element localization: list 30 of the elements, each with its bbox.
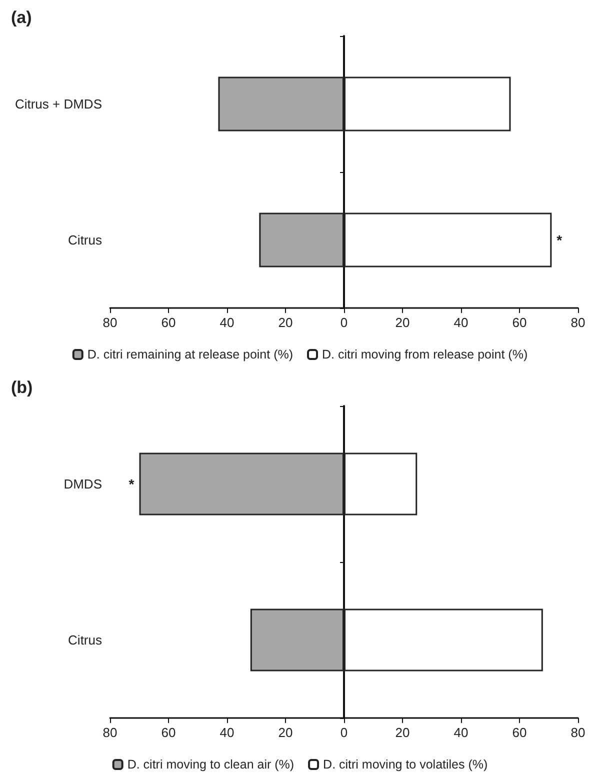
x-tick-label: 40 <box>220 315 234 330</box>
x-tick-label: 60 <box>512 315 527 330</box>
legend-label: D. citri remaining at release point (%) <box>87 348 294 362</box>
y-tick-label: DMDS <box>64 476 102 492</box>
annotation: * <box>128 476 135 492</box>
x-tick-label: 60 <box>512 725 527 740</box>
x-tick-label: 0 <box>340 315 348 330</box>
x-tick-label: 20 <box>278 315 293 330</box>
x-tick-label: 80 <box>570 315 586 330</box>
x-tick-label: 40 <box>454 315 468 330</box>
x-tick-label: 40 <box>454 725 468 740</box>
x-tick-label: 40 <box>220 725 234 740</box>
annotation: * <box>556 232 563 248</box>
y-tick-label: Citrus <box>68 232 102 248</box>
legend-label: D. citri moving from release point (%) <box>322 348 528 362</box>
y-tick-label: Citrus <box>68 632 102 648</box>
x-tick-label: 80 <box>102 315 118 330</box>
chart-title: (b) <box>11 378 33 397</box>
x-tick-label: 0 <box>340 725 348 740</box>
legend-label: D. citri moving to volatiles (%) <box>323 758 488 772</box>
x-tick-label: 80 <box>102 725 118 740</box>
x-tick-label: 60 <box>161 725 176 740</box>
x-tick-label: 60 <box>161 315 176 330</box>
x-tick-label: 20 <box>278 725 293 740</box>
x-tick-label: 80 <box>570 725 586 740</box>
legend-label: D. citri moving to clean air (%) <box>127 758 294 772</box>
x-tick-label: 20 <box>395 725 410 740</box>
y-tick-label: Citrus + DMDS <box>14 96 102 112</box>
x-tick-label: 20 <box>395 315 410 330</box>
chart-title: (a) <box>11 8 32 27</box>
